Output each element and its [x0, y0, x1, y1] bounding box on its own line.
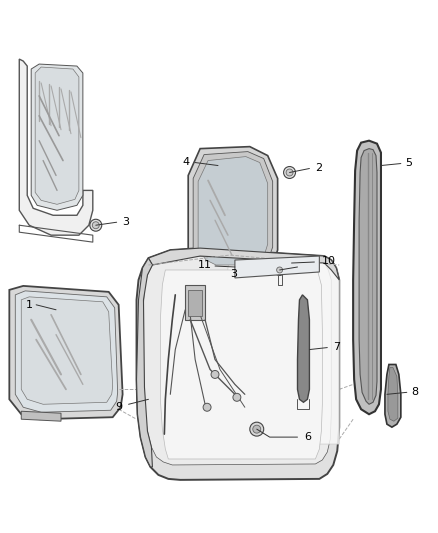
Polygon shape [137, 248, 339, 480]
Text: 8: 8 [411, 387, 418, 397]
Circle shape [283, 166, 296, 179]
Circle shape [211, 370, 219, 378]
Polygon shape [359, 149, 377, 404]
Circle shape [286, 169, 293, 176]
Polygon shape [225, 255, 339, 444]
Circle shape [250, 422, 264, 436]
Circle shape [90, 219, 102, 231]
Polygon shape [297, 295, 309, 402]
Polygon shape [188, 147, 278, 278]
Polygon shape [31, 64, 83, 211]
Polygon shape [235, 256, 319, 278]
Text: 3: 3 [230, 269, 237, 279]
Polygon shape [35, 67, 79, 204]
Polygon shape [21, 411, 61, 421]
Polygon shape [21, 297, 113, 404]
Polygon shape [388, 367, 398, 421]
Text: 2: 2 [315, 163, 322, 173]
Circle shape [277, 267, 283, 273]
Circle shape [92, 222, 99, 229]
Polygon shape [198, 157, 268, 265]
Text: 6: 6 [304, 432, 311, 442]
Circle shape [233, 393, 241, 401]
Polygon shape [193, 151, 273, 270]
Polygon shape [385, 365, 401, 427]
Circle shape [203, 403, 211, 411]
Circle shape [274, 264, 285, 276]
Polygon shape [9, 286, 123, 419]
Text: 3: 3 [122, 217, 129, 227]
Polygon shape [19, 59, 93, 235]
Text: 9: 9 [115, 402, 122, 412]
Polygon shape [148, 248, 339, 280]
Polygon shape [353, 141, 381, 414]
Text: 10: 10 [322, 256, 336, 266]
Text: 5: 5 [405, 158, 412, 167]
Text: 4: 4 [183, 157, 190, 166]
Polygon shape [160, 270, 322, 459]
Circle shape [253, 425, 261, 433]
Text: 11: 11 [198, 260, 212, 270]
Polygon shape [137, 258, 152, 467]
Polygon shape [15, 291, 118, 412]
Polygon shape [144, 256, 331, 465]
Polygon shape [188, 290, 202, 316]
Text: 1: 1 [26, 300, 33, 310]
Polygon shape [185, 285, 205, 320]
Text: 7: 7 [333, 342, 340, 352]
